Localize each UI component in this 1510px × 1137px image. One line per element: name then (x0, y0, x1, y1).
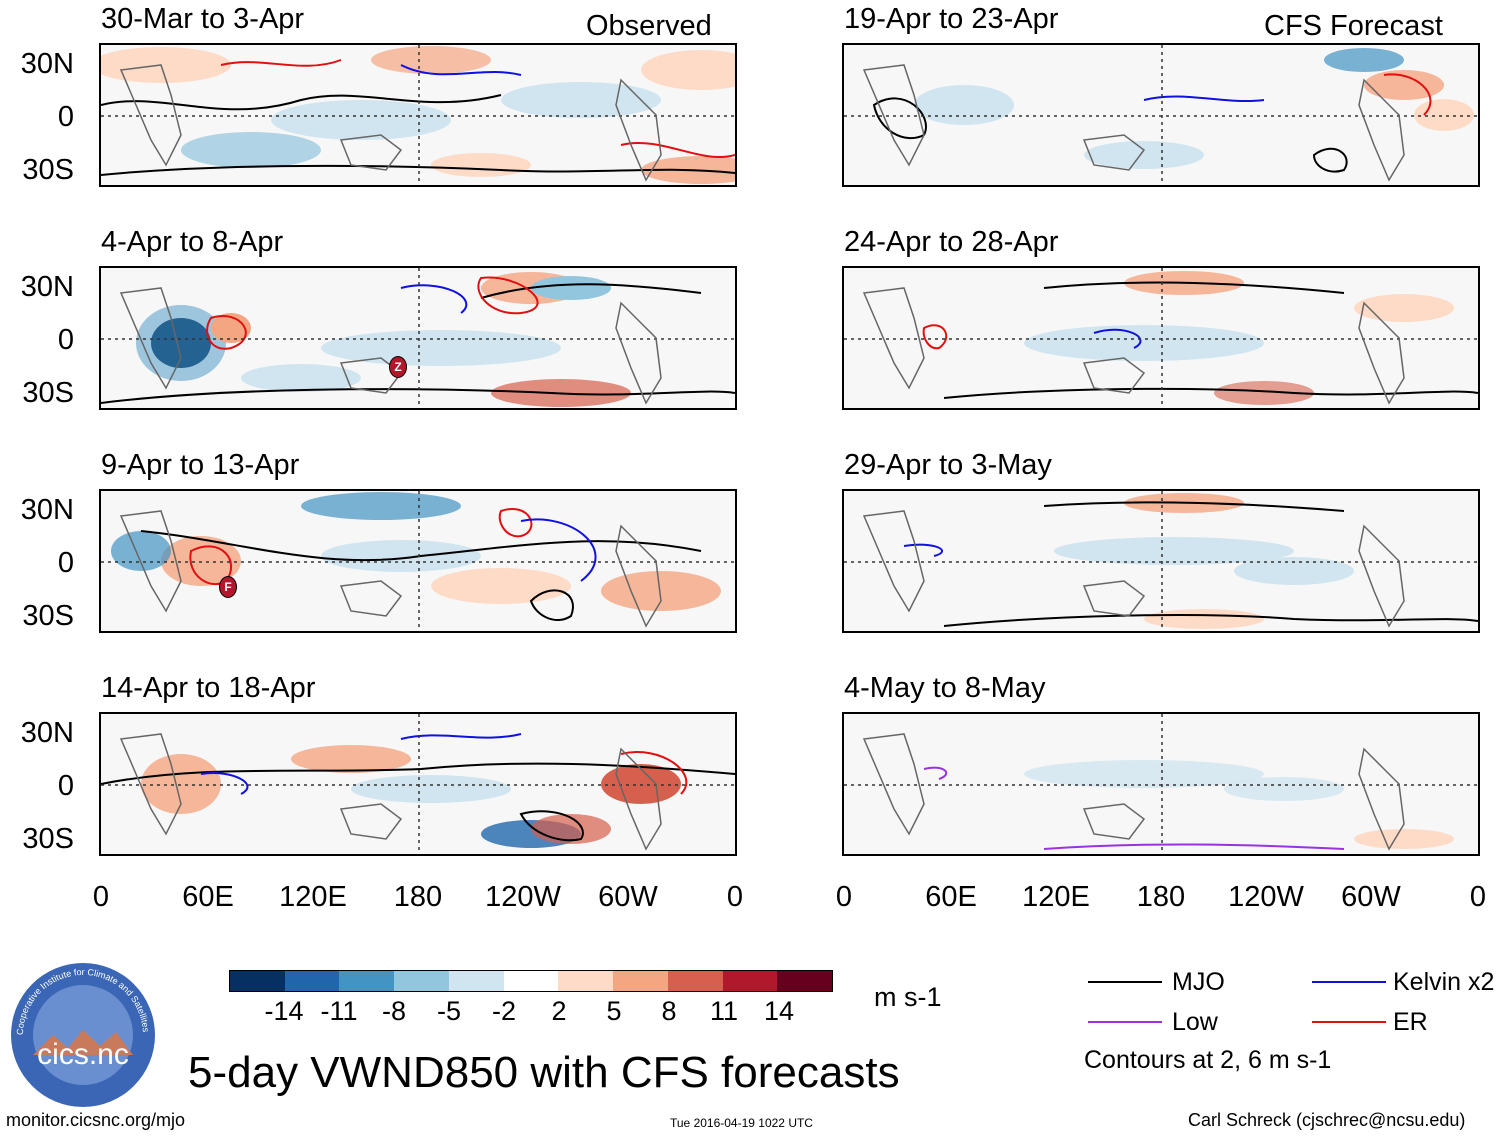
panel-title-obs-3: 9-Apr to 13-Apr (101, 449, 300, 481)
cics-logo: Cooperative Institute for Climate and Sa… (8, 960, 158, 1110)
contours-note: Contours at 2, 6 m s-1 (1084, 1046, 1332, 1074)
legend-line-low (1088, 1021, 1162, 1023)
lat-label-30s: 30S (22, 377, 74, 409)
panel-title-fcst-3: 29-Apr to 3-May (844, 449, 1052, 481)
lon-label-120e: 120E (279, 881, 347, 913)
lon-label-0-end: 0 (726, 881, 744, 913)
legend-label-kelvin: Kelvin x2 (1393, 968, 1495, 996)
lon-label-60e: 60E (925, 881, 977, 913)
lat-label-eq: 0 (57, 324, 74, 356)
colorbar-swatch (284, 971, 340, 991)
lat-label-30n: 30N (20, 494, 74, 526)
map-panel-obs-4 (99, 712, 737, 856)
lon-label-0: 0 (92, 881, 110, 913)
map-panel-fcst-4 (842, 712, 1480, 856)
panel-title-fcst-1: 19-Apr to 23-Apr (844, 3, 1059, 35)
lon-label-120w: 120W (485, 881, 561, 913)
panel-title-fcst-4: 4-May to 8-May (844, 672, 1046, 704)
colorbar-label: -8 (381, 996, 406, 1026)
colorbar-swatch (503, 971, 559, 991)
panel-title-fcst-2: 24-Apr to 28-Apr (844, 226, 1059, 258)
legend-line-er (1312, 1021, 1386, 1023)
map-panel-fcst-1 (842, 43, 1480, 187)
lon-label-180: 180 (1136, 881, 1186, 913)
main-title: 5-day VWND850 with CFS forecasts (188, 1048, 900, 1097)
lat-label-eq: 0 (57, 101, 74, 133)
map-panel-fcst-3 (842, 489, 1480, 633)
lon-label-0-end: 0 (1469, 881, 1487, 913)
panel-title-obs-1: 30-Mar to 3-Apr (101, 3, 305, 35)
colorbar-swatch (230, 971, 285, 991)
observed-label: Observed (586, 10, 712, 42)
colorbar-swatch (613, 971, 668, 991)
footer-timestamp: Tue 2016-04-19 1022 UTC (670, 1116, 813, 1130)
map-panel-obs-3 (99, 489, 737, 633)
colorbar-swatch (448, 971, 504, 991)
colorbar-swatch (667, 971, 723, 991)
colorbar-label: 14 (763, 996, 795, 1026)
lat-label-30n: 30N (20, 48, 74, 80)
lat-label-30s: 30S (22, 823, 74, 855)
lon-label-0: 0 (835, 881, 853, 913)
colorbar-label: -11 (320, 996, 358, 1026)
cfs-forecast-label: CFS Forecast (1264, 10, 1443, 42)
legend-label-low: Low (1172, 1008, 1218, 1036)
lon-label-60w: 60W (598, 881, 658, 913)
footer-url: monitor.cicsnc.org/mjo (6, 1110, 186, 1130)
colorbar-label: 11 (709, 996, 739, 1026)
map-panel-fcst-2 (842, 266, 1480, 410)
legend-line-kelvin (1312, 981, 1386, 983)
legend-label-er: ER (1393, 1008, 1428, 1036)
lat-label-30n: 30N (20, 271, 74, 303)
map-panel-obs-1 (99, 43, 737, 187)
lat-label-30s: 30S (22, 154, 74, 186)
colorbar-swatch (722, 971, 778, 991)
colorbar-swatch (777, 971, 833, 991)
lat-label-eq: 0 (57, 547, 74, 579)
map-panel-obs-2 (99, 266, 737, 410)
colorbar-swatch (339, 971, 395, 991)
legend-label-mjo: MJO (1172, 968, 1225, 996)
lat-label-eq: 0 (57, 770, 74, 802)
logo-text: cics.nc (37, 1038, 129, 1071)
lon-label-120w: 120W (1228, 881, 1304, 913)
colorbar-label: 8 (661, 996, 677, 1026)
panel-title-obs-4: 14-Apr to 18-Apr (101, 672, 316, 704)
colorbar-units: m s-1 (874, 982, 942, 1012)
footer-credit: Carl Schreck (cjschrec@ncsu.edu) (1188, 1110, 1466, 1130)
lon-label-60w: 60W (1341, 881, 1401, 913)
storm-marker-f: F (219, 576, 237, 598)
colorbar-label: -5 (436, 996, 461, 1026)
colorbar (229, 970, 833, 992)
colorbar-label: 5 (606, 996, 622, 1026)
storm-marker-z: Z (389, 356, 407, 378)
colorbar-label: -2 (491, 996, 516, 1026)
colorbar-label: 2 (551, 996, 567, 1026)
colorbar-swatch (394, 971, 449, 991)
legend-line-mjo (1088, 981, 1162, 983)
lon-label-60e: 60E (182, 881, 234, 913)
colorbar-swatch (558, 971, 614, 991)
lat-label-30n: 30N (20, 717, 74, 749)
panel-title-obs-2: 4-Apr to 8-Apr (101, 226, 284, 258)
lon-label-120e: 120E (1022, 881, 1090, 913)
colorbar-label: -14 (264, 996, 304, 1026)
lon-label-180: 180 (393, 881, 443, 913)
lat-label-30s: 30S (22, 600, 74, 632)
